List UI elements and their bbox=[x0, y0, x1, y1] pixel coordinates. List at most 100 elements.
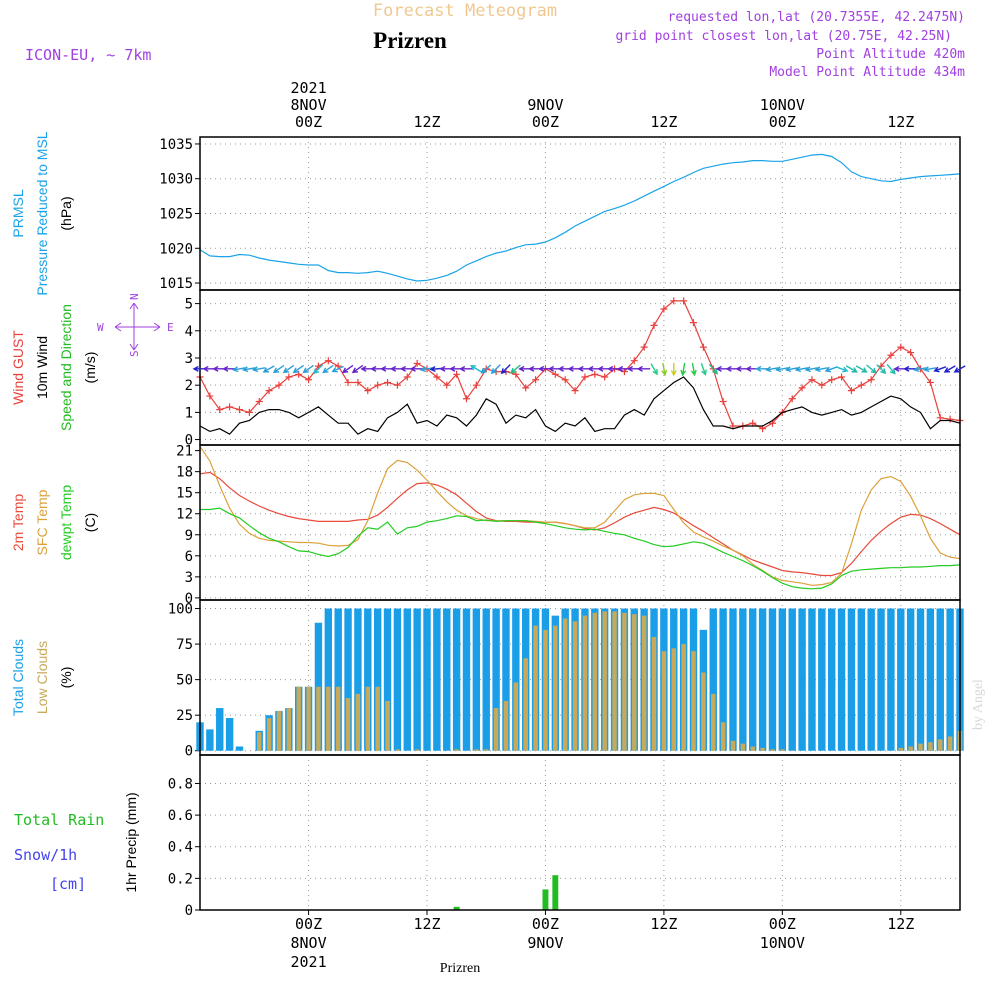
watermark: by Angel bbox=[971, 679, 986, 730]
wind-arrow bbox=[480, 364, 492, 374]
wind-arrow bbox=[943, 365, 956, 373]
gust-marker bbox=[818, 381, 826, 389]
bar bbox=[334, 608, 342, 751]
y-tick-label: 1035 bbox=[159, 137, 193, 153]
model-label: ICON-EU, ~ 7km bbox=[25, 46, 151, 64]
bar bbox=[452, 608, 461, 751]
bar bbox=[225, 718, 234, 751]
time-label-top: 12Z bbox=[413, 113, 440, 131]
gust-marker bbox=[571, 387, 579, 395]
gust-marker bbox=[374, 381, 382, 389]
bar bbox=[632, 614, 637, 751]
bar bbox=[582, 615, 588, 751]
compass-ns-arrow bbox=[129, 302, 139, 351]
wind-arrow bbox=[670, 362, 677, 377]
bar bbox=[414, 749, 420, 751]
gust-marker bbox=[384, 378, 392, 386]
wind-arrow bbox=[845, 365, 858, 373]
bar bbox=[373, 608, 382, 751]
gust-marker bbox=[364, 387, 372, 395]
compass-n: N bbox=[128, 293, 141, 300]
wind-arrow bbox=[222, 365, 236, 372]
y-tick-label: 0 bbox=[185, 903, 193, 919]
bar bbox=[395, 749, 400, 751]
wind-arrow bbox=[794, 366, 809, 373]
wind-arrow bbox=[953, 365, 966, 373]
y-tick-label: 6 bbox=[185, 549, 193, 565]
time-label-bottom: 2021 bbox=[291, 953, 327, 971]
gust-marker bbox=[719, 397, 727, 405]
gust-marker bbox=[561, 376, 569, 384]
bar bbox=[542, 889, 549, 910]
gust-marker bbox=[650, 321, 658, 329]
series-line bbox=[199, 153, 961, 282]
bar bbox=[503, 700, 509, 751]
wind-arrow bbox=[313, 364, 324, 375]
gust-marker bbox=[226, 403, 234, 411]
side-label: (C) bbox=[82, 513, 98, 532]
panel-precip: 0 0.2 0.4 0.6 0.8 Total Rain Snow/1h [cm] 1hr Pr… bbox=[14, 754, 961, 919]
gust-marker bbox=[591, 370, 599, 378]
bar bbox=[433, 608, 441, 751]
wind-arrow bbox=[650, 363, 658, 376]
bar bbox=[474, 749, 479, 751]
time-label-top: 12Z bbox=[650, 113, 677, 131]
wind-arrow bbox=[774, 366, 789, 373]
bar bbox=[612, 611, 617, 751]
gust-marker bbox=[413, 359, 421, 367]
y-tick-label: 0 bbox=[185, 744, 193, 760]
gust-marker bbox=[522, 384, 530, 392]
y-tick-label: 4 bbox=[185, 324, 193, 340]
side-label: (m/s) bbox=[82, 352, 98, 384]
gust-marker bbox=[393, 381, 401, 389]
wind-arrow bbox=[341, 364, 354, 374]
bar bbox=[385, 700, 390, 751]
bar bbox=[926, 608, 935, 751]
wind-arrow bbox=[824, 366, 838, 373]
y-tick-label: 5 bbox=[185, 297, 193, 313]
bar bbox=[216, 708, 224, 751]
bar bbox=[719, 608, 727, 751]
bar bbox=[918, 743, 923, 751]
gust-marker bbox=[699, 343, 707, 351]
y-tick-label: 1030 bbox=[159, 172, 193, 188]
bar bbox=[946, 608, 954, 751]
wind-arrow bbox=[419, 366, 434, 373]
gust-marker bbox=[305, 376, 313, 384]
y-tick-label: 1025 bbox=[159, 207, 193, 223]
wind-arrow bbox=[886, 363, 896, 375]
bar bbox=[749, 608, 757, 751]
grid-point-coordinates: grid point closest lon,lat (20.75E, 42.2… bbox=[615, 29, 952, 44]
y-tick-label: 12 bbox=[176, 507, 193, 523]
side-label: [cm] bbox=[50, 875, 86, 893]
wind-arrow bbox=[933, 366, 947, 373]
bar bbox=[413, 608, 421, 751]
bar bbox=[711, 693, 716, 751]
y-tick-label: 0.8 bbox=[168, 776, 193, 792]
wind-arrow bbox=[804, 366, 818, 373]
bar bbox=[867, 608, 875, 751]
time-label-bottom: 00Z bbox=[769, 915, 796, 933]
y-tick-label: 9 bbox=[185, 528, 193, 544]
bar bbox=[266, 718, 272, 751]
wind-arrow bbox=[700, 362, 707, 376]
gust-marker bbox=[324, 357, 332, 365]
y-tick-label: 0.4 bbox=[168, 840, 193, 856]
side-label: 1hr Precip (mm) bbox=[123, 792, 139, 892]
gust-marker bbox=[354, 378, 362, 386]
bar bbox=[928, 742, 933, 751]
time-label-top: 12Z bbox=[887, 113, 914, 131]
wind-arrow bbox=[661, 362, 668, 377]
time-label-bottom: 12Z bbox=[887, 915, 914, 933]
bar bbox=[701, 672, 706, 751]
bar bbox=[661, 651, 667, 751]
y-tick-label: 75 bbox=[176, 637, 193, 653]
bar bbox=[720, 722, 726, 751]
y-tick-label: 50 bbox=[176, 673, 193, 689]
bar bbox=[602, 611, 607, 751]
y-tick-label: 3 bbox=[185, 570, 193, 586]
bar bbox=[681, 644, 686, 751]
gust-marker bbox=[453, 370, 461, 378]
